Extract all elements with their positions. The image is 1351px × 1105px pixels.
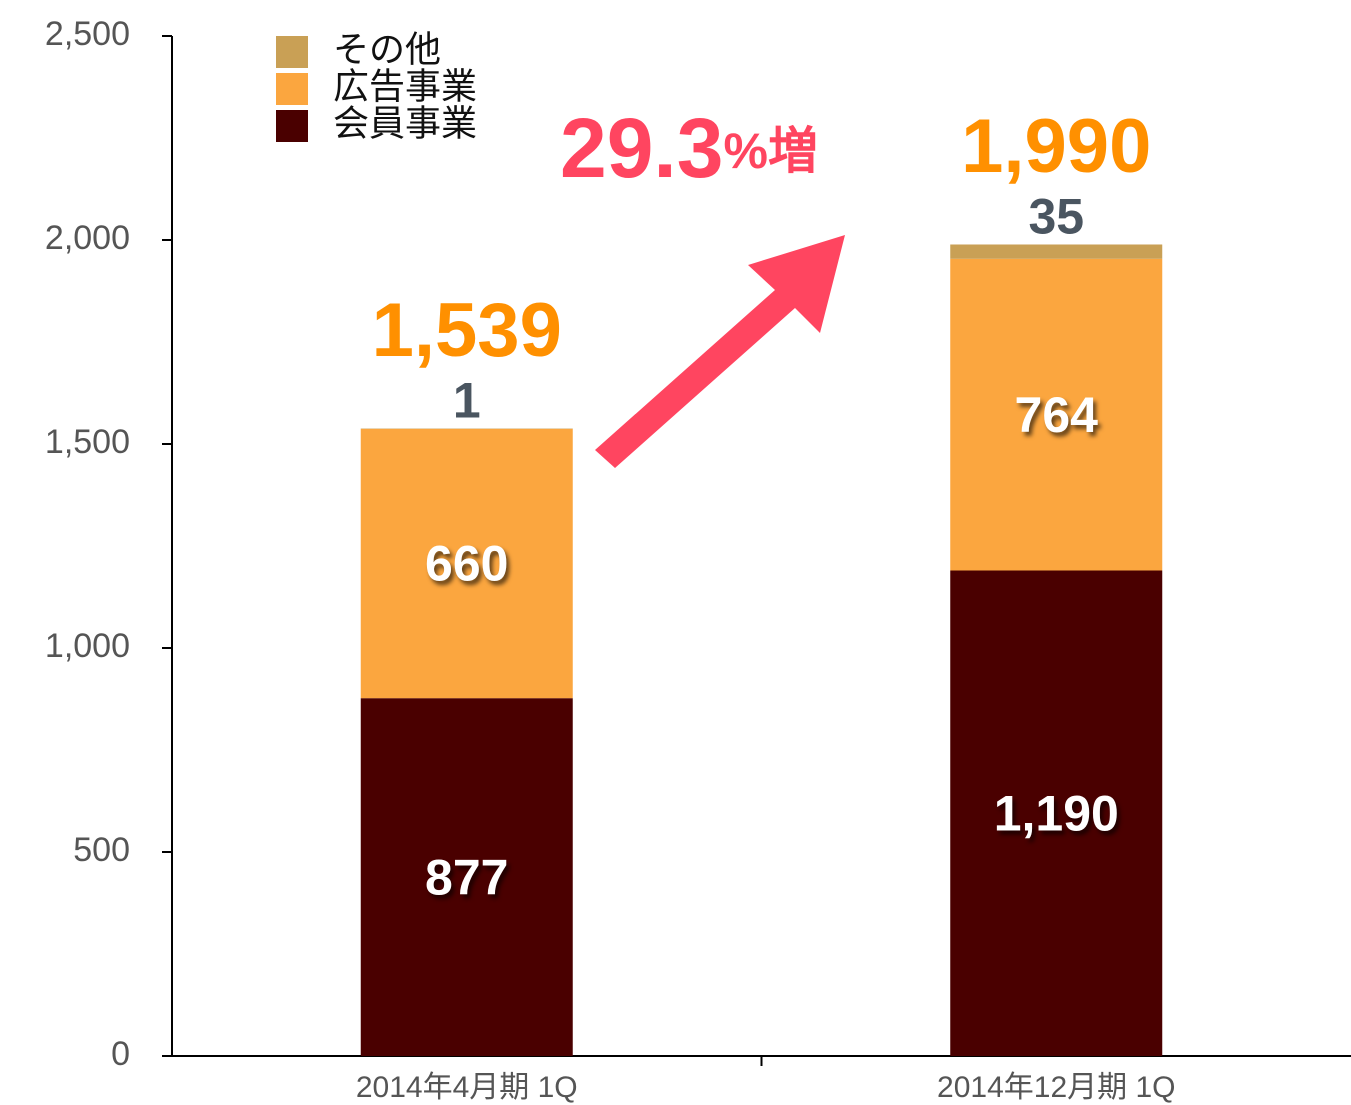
annotation-suffix: %増	[724, 123, 818, 179]
x-tick-label: 2014年12月期 1Q	[937, 1071, 1175, 1104]
y-tick-label: 2,000	[45, 219, 130, 257]
y-tick-label: 1,500	[45, 423, 130, 461]
legend-label: その他	[333, 29, 441, 70]
legend-swatch	[276, 73, 308, 105]
value-label: 660	[425, 536, 508, 592]
y-tick-label: 2,500	[45, 15, 130, 53]
legend-swatch	[276, 36, 308, 68]
bar-segment	[360, 698, 573, 1056]
total-label: 1,539	[372, 288, 562, 373]
y-tick-label: 1,000	[45, 627, 130, 665]
value-label: 1	[453, 373, 481, 429]
bar-segment	[360, 428, 573, 699]
y-tick-label: 500	[73, 831, 130, 869]
annotation: 29.3%増	[560, 101, 818, 195]
x-tick-label: 2014年4月期 1Q	[356, 1071, 578, 1104]
legend-label: 広告事業	[333, 66, 477, 107]
total-label: 1,990	[961, 104, 1151, 189]
value-label: 1,190	[994, 785, 1119, 841]
legend-label: 会員事業	[333, 103, 477, 144]
value-label: 764	[1015, 387, 1099, 443]
y-tick-label: 0	[111, 1035, 130, 1073]
value-label: 35	[1028, 189, 1084, 245]
legend-swatch	[276, 110, 308, 142]
annotation-value: 29.3	[560, 101, 724, 195]
value-label: 877	[425, 849, 508, 905]
growth-arrow	[595, 235, 845, 468]
bar-segment	[950, 258, 1163, 571]
bar-segment	[950, 244, 1163, 259]
bar-segment	[950, 570, 1163, 1056]
